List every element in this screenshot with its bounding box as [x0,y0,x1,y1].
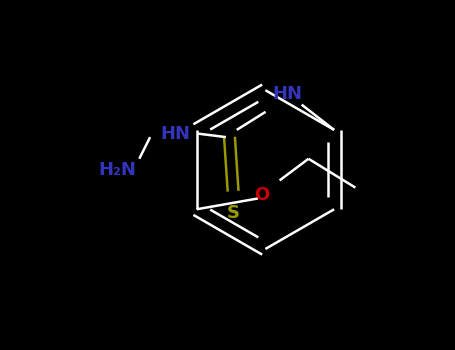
Text: H₂N: H₂N [99,161,136,178]
Text: O: O [254,186,269,204]
Text: S: S [227,204,240,222]
Text: HN: HN [160,125,190,142]
Text: HN: HN [272,85,302,103]
